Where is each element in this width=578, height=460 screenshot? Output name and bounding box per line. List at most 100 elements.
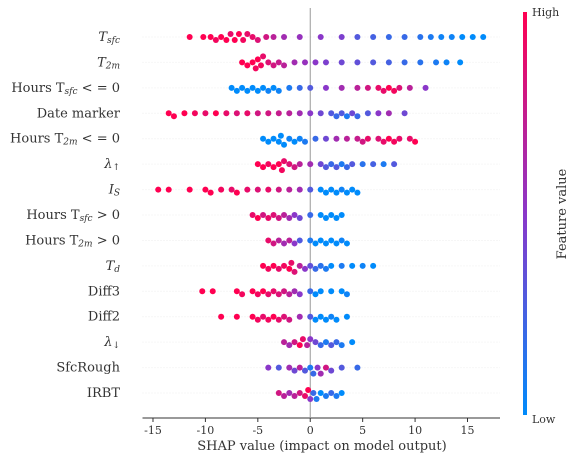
point [401,59,408,66]
point [296,135,303,142]
point [275,215,282,222]
point [200,34,207,40]
point [202,186,209,193]
point [322,339,329,346]
point [302,393,308,400]
point [396,84,403,91]
point [343,240,350,247]
point [328,110,335,117]
point [186,186,193,193]
point [202,110,209,117]
point [199,288,206,295]
point [338,237,345,244]
feature-label-part: sfc [107,36,120,46]
feature-label-part: λ [103,335,112,350]
feature-label-part: Hours T [11,80,65,95]
point [417,34,424,40]
point [291,393,298,400]
point [275,390,282,397]
point [244,110,251,117]
point [240,37,247,43]
point [275,364,282,371]
point [328,212,335,219]
point [239,59,246,66]
point [270,288,277,295]
point [254,87,261,94]
point [370,59,377,66]
x-tick-label: 0 [307,424,314,437]
x-tick-label: 15 [461,424,475,437]
point [359,138,366,145]
point [286,390,293,397]
feature-label-part: d [114,264,120,274]
point [333,215,340,222]
point [249,59,256,66]
point [469,34,476,40]
point [322,84,329,91]
point [343,291,350,298]
point [333,339,340,346]
point [317,370,324,377]
point [275,265,282,272]
point [296,161,303,168]
point [265,316,272,323]
point [254,186,261,193]
feature-label-part: > 0 [93,208,120,223]
point [288,259,295,266]
point [343,313,350,320]
point [275,87,282,94]
point [317,262,324,269]
point [338,84,345,91]
feature-label-part: ↓ [112,341,120,351]
feature-label: Td [106,258,121,274]
point [260,288,267,295]
point [296,110,303,117]
point [349,339,356,346]
point [260,53,267,60]
point [370,161,377,168]
feature-label: Hours Tsfc < = 0 [11,80,120,96]
point [231,37,238,43]
point [338,262,345,269]
feature-label: Hours T2m > 0 [25,233,120,249]
point [254,291,261,298]
point [254,37,261,43]
point [457,59,464,66]
point [281,240,288,247]
point [275,138,282,145]
point [354,364,361,371]
colorbar-low: Low [532,413,556,426]
feature-label-part: Diff2 [88,309,120,324]
point [317,161,324,168]
point [317,212,324,219]
point [349,161,356,168]
point [396,135,403,142]
point [333,189,340,196]
point [302,59,308,66]
point [249,313,256,320]
point [291,288,298,295]
point [422,84,429,91]
point [338,288,345,295]
point [275,186,282,193]
point [375,135,382,142]
point [254,56,261,63]
point [254,110,261,117]
point [186,34,193,40]
point [459,34,466,40]
point [275,110,282,117]
x-axis-label: SHAP value (impact on model output) [197,439,446,454]
point [260,212,267,219]
point [296,291,303,298]
point [181,110,188,117]
point [244,87,251,94]
point [364,84,371,91]
point [385,135,392,142]
point [281,262,288,269]
point [270,262,277,269]
point [322,364,329,371]
colorbar-label: Feature value [555,168,570,259]
point [244,186,251,193]
point [312,240,319,247]
